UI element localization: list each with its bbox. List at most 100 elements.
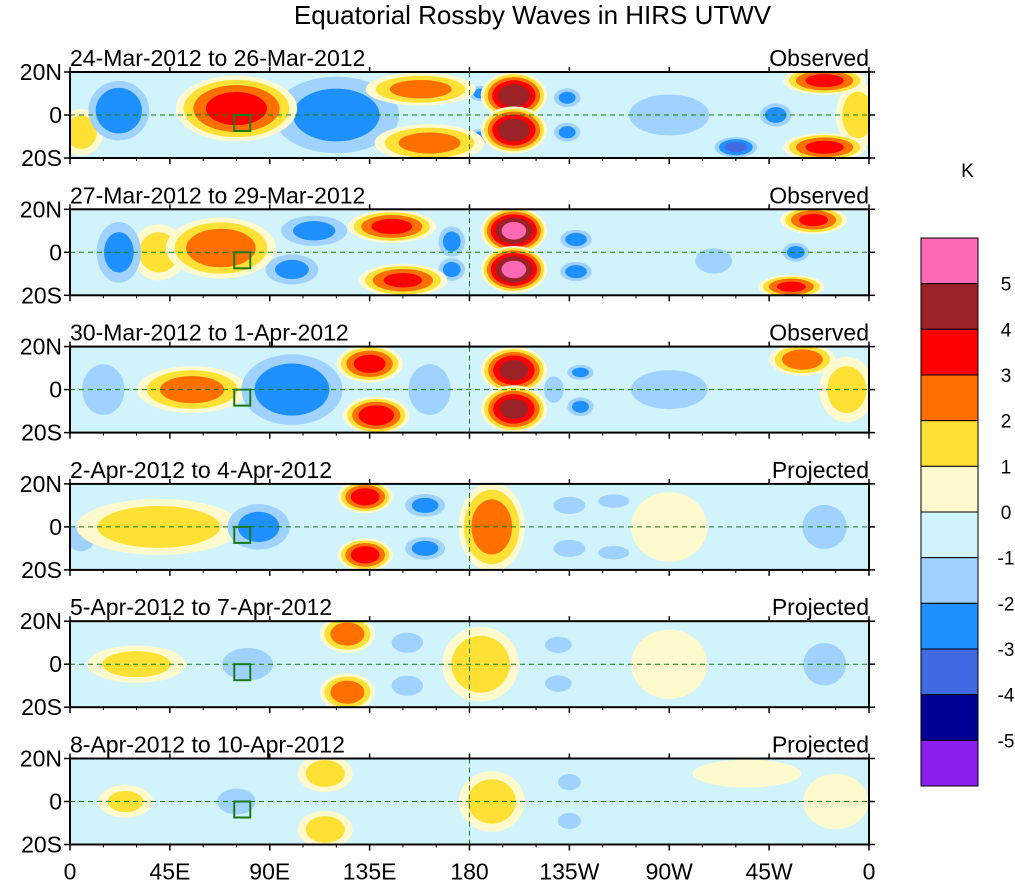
contour-region (803, 642, 846, 686)
y-tick-label: 20N (20, 746, 62, 772)
contour-region (305, 760, 345, 787)
contour-fill-group (98, 758, 869, 845)
contour-fill-group (96, 209, 847, 296)
x-tick-label: 45W (745, 859, 793, 885)
colorbar-swatch (920, 283, 979, 330)
contour-region (70, 115, 97, 149)
contour-region (805, 140, 844, 154)
x-tick-label: 135E (343, 859, 397, 885)
panel-status: Projected (772, 594, 869, 620)
contour-region (350, 488, 380, 506)
colorbar-tick-label: -5 (998, 731, 1015, 752)
x-tick-label: 0 (863, 859, 876, 885)
contour-region (389, 79, 452, 99)
contour-region (237, 511, 280, 543)
contour-fill-group (82, 346, 869, 433)
contour-region (411, 497, 439, 513)
contour-region (330, 622, 365, 646)
contour-region (383, 273, 423, 288)
colorbar-swatch (920, 694, 979, 741)
y-tick-label: 20N (20, 608, 62, 634)
contour-region (97, 505, 221, 548)
contour-region (598, 494, 630, 508)
colorbar-tick-label: -2 (998, 594, 1015, 615)
region-box-marker (233, 525, 252, 544)
panel-date-range: 5-Apr-2012 to 7-Apr-2012 (70, 594, 332, 620)
panel-status: Projected (772, 732, 869, 758)
contour-region (499, 398, 529, 420)
region-box-marker (233, 800, 252, 819)
x-tick-label: 135W (539, 859, 599, 885)
y-tick-label: 20S (21, 282, 62, 308)
contour-region (565, 265, 587, 279)
x-tick-label: 45E (149, 859, 190, 885)
contour-region (353, 354, 386, 373)
colorbar-swatch (920, 374, 979, 422)
colorbar-swatch (920, 237, 979, 285)
contour-region (442, 261, 461, 278)
y-tick-label: 20N (20, 59, 62, 85)
contour-region (557, 812, 581, 829)
colorbar-tick-label: 4 (1001, 320, 1012, 341)
contour-region (544, 376, 564, 403)
contour-fill-group (70, 72, 869, 158)
contour-fill-group (70, 483, 847, 570)
colorbar-tick-label: 3 (1001, 366, 1012, 387)
contour-region (305, 816, 345, 843)
contour-region (776, 281, 806, 292)
colorbar-tick-label: -4 (998, 686, 1015, 707)
region-box-marker (233, 114, 252, 132)
colorbar-tick-label: 5 (1001, 275, 1012, 296)
contour-region (471, 499, 513, 555)
contour-region (571, 367, 589, 378)
y-tick-label: 20N (20, 196, 62, 222)
contour-region (501, 222, 527, 240)
colorbar-swatch (920, 739, 979, 787)
colorbar-tick-label: -1 (998, 549, 1015, 570)
contour-region (558, 126, 576, 139)
contour-region (205, 91, 267, 126)
contour-region (565, 232, 587, 246)
x-tick-label: 180 (450, 859, 488, 885)
contour-region (553, 539, 586, 557)
map-panel: 20N 0 20S 27-Mar-2012 to 29-Mar-2012 Observe… (20, 182, 875, 308)
panel-date-range: 30-Mar-2012 to 1-Apr-2012 (70, 320, 349, 346)
contour-region (598, 546, 630, 560)
colorbar-swatch (920, 465, 979, 513)
region-box-marker (233, 388, 252, 407)
colorbar-swatch (920, 328, 979, 376)
contour-region (186, 228, 256, 268)
region-box-marker (233, 251, 252, 270)
contour-region (805, 74, 844, 88)
y-tick-label: 0 (49, 789, 62, 815)
y-tick-label: 0 (49, 102, 62, 128)
y-tick-label: 20N (20, 334, 62, 360)
panel-status: Projected (772, 457, 869, 483)
contour-region (442, 231, 461, 252)
contour-region (95, 87, 142, 134)
colorbar: K 5 4 3 2 1 0 -1 -2 -3 -4 -5 (920, 161, 1015, 787)
panel-date-range: 8-Apr-2012 to 10-Apr-2012 (70, 732, 345, 758)
colorbar-tick-label: 2 (1001, 412, 1012, 433)
map-panel: 20N 0 20S 5-Apr-2012 to 7-Apr-2012 Projected (20, 594, 875, 720)
colorbar-tick-label: -3 (998, 640, 1015, 661)
contour-region (501, 260, 527, 279)
region-box-marker (233, 663, 252, 682)
y-tick-label: 20S (21, 557, 62, 583)
contour-region (293, 88, 380, 142)
panel-date-range: 2-Apr-2012 to 4-Apr-2012 (70, 457, 332, 483)
contour-region (292, 221, 336, 241)
map-panel: 20N 0 20S 24-Mar-2012 to 26-Mar-2012 Observe… (20, 45, 875, 171)
contour-region (358, 405, 395, 426)
colorbar-swatch (920, 602, 979, 650)
colorbar-tick-label: 0 (1001, 503, 1012, 524)
contour-region (451, 635, 510, 693)
y-tick-label: 0 (49, 377, 62, 403)
contour-region (371, 218, 413, 235)
x-tick-label: 90E (249, 859, 290, 885)
contour-region (391, 675, 424, 696)
contour-region (571, 400, 589, 413)
contour-region (411, 540, 439, 556)
y-tick-label: 20S (21, 420, 62, 446)
